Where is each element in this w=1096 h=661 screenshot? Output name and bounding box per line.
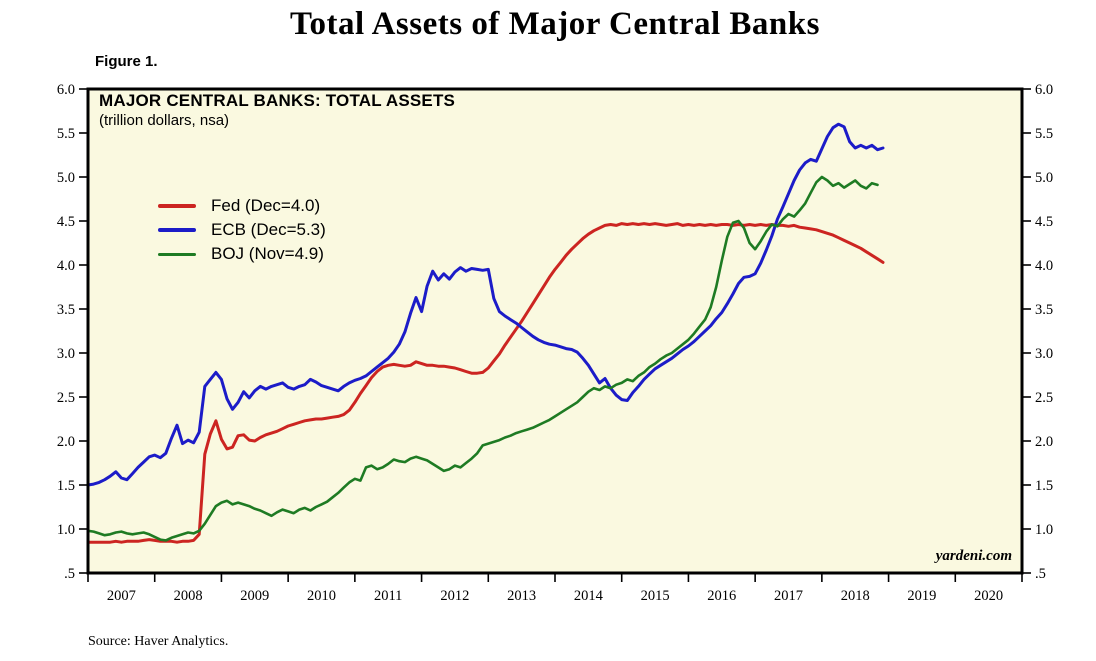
x-year-label: 2010 <box>307 588 336 604</box>
legend-label-fed: Fed (Dec=4.0) <box>211 196 321 215</box>
y-tick-label-right: 3.5 <box>1035 302 1053 318</box>
fed-line-swatch <box>158 204 196 208</box>
legend: Fed (Dec=4.0) ECB (Dec=5.3) BOJ (Nov=4.9… <box>158 194 326 266</box>
y-tick-label-right: 1.5 <box>1035 478 1053 494</box>
x-year-label: 2012 <box>440 588 469 604</box>
y-tick-label-left: 3.5 <box>57 302 75 318</box>
y-tick-label-left: .5 <box>64 566 75 582</box>
y-tick-label-left: 5.0 <box>57 170 75 186</box>
y-tick-label-right: 2.5 <box>1035 390 1053 406</box>
y-tick-label-left: 4.5 <box>57 214 75 230</box>
x-year-label: 2008 <box>174 588 203 604</box>
chart-heading: MAJOR CENTRAL BANKS: TOTAL ASSETS <box>99 91 456 110</box>
ecb-line <box>86 122 885 487</box>
y-tick-label-right: 4.0 <box>1035 258 1053 274</box>
chart-subtitle: (trillion dollars, nsa) <box>99 112 230 129</box>
x-year-label: 2009 <box>240 588 269 604</box>
watermark: yardeni.com <box>935 548 1012 564</box>
legend-item-boj: BOJ (Nov=4.9) <box>158 242 326 266</box>
y-tick-label-left: 5.5 <box>57 126 75 142</box>
y-tick-label-left: 3.0 <box>57 346 75 362</box>
boj-line-swatch <box>158 252 196 256</box>
y-tick-label-right: 3.0 <box>1035 346 1053 362</box>
legend-label-boj: BOJ (Nov=4.9) <box>211 244 324 263</box>
y-tick-label-right: 5.5 <box>1035 126 1053 142</box>
y-tick-label-right: 2.0 <box>1035 434 1053 450</box>
y-tick-label-left: 6.0 <box>57 82 75 98</box>
x-year-label: 2016 <box>707 588 736 604</box>
plot-area <box>88 89 1022 573</box>
x-year-label: 2011 <box>374 588 402 604</box>
source-note: Source: Haver Analytics. <box>88 634 229 649</box>
y-tick-label-left: 1.0 <box>57 522 75 538</box>
y-tick-label-right: .5 <box>1035 566 1046 582</box>
x-year-label: 2013 <box>507 588 536 604</box>
y-tick-label-left: 2.5 <box>57 390 75 406</box>
ecb-line-swatch <box>158 228 196 232</box>
y-tick-label-left: 1.5 <box>57 478 75 494</box>
fed-line <box>86 222 885 544</box>
y-tick-label-right: 5.0 <box>1035 170 1053 186</box>
legend-label-ecb: ECB (Dec=5.3) <box>211 220 326 239</box>
legend-item-ecb: ECB (Dec=5.3) <box>158 218 326 242</box>
plot-border <box>86 87 1024 575</box>
x-year-label: 2007 <box>107 588 136 604</box>
boj-line <box>86 175 879 542</box>
x-year-label: 2017 <box>774 588 803 604</box>
x-year-label: 2018 <box>841 588 870 604</box>
page-title: Total Assets of Major Central Banks <box>290 6 820 42</box>
y-tick-label-left: 4.0 <box>57 258 75 274</box>
figure-label: Figure 1. <box>95 53 158 70</box>
y-tick-label-right: 1.0 <box>1035 522 1053 538</box>
y-tick-label-right: 6.0 <box>1035 82 1053 98</box>
x-year-label: 2019 <box>907 588 936 604</box>
x-year-label: 2015 <box>641 588 670 604</box>
y-tick-label-left: 2.0 <box>57 434 75 450</box>
x-year-label: 2020 <box>974 588 1003 604</box>
legend-item-fed: Fed (Dec=4.0) <box>158 194 326 218</box>
x-year-label: 2014 <box>574 588 604 604</box>
y-tick-label-right: 4.5 <box>1035 214 1053 230</box>
